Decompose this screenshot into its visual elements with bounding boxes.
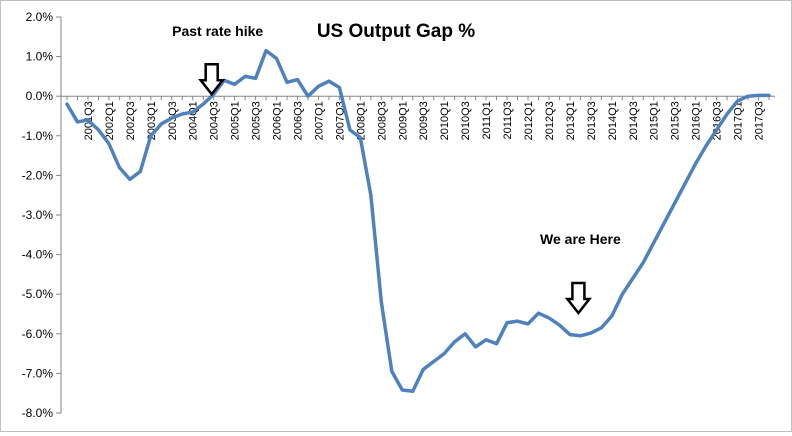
y-tick-label: -7.0% — [22, 366, 54, 380]
y-tick-label: 2.0% — [26, 10, 54, 24]
y-tick-label: 1.0% — [26, 50, 54, 64]
annotation-arrow-we-are-here — [564, 281, 592, 315]
x-tick-label: 2003Q3 — [167, 101, 179, 140]
y-tick-label: -2.0% — [22, 168, 54, 182]
x-tick-label: 2010Q3 — [460, 101, 472, 140]
y-axis: 2.0% 1.0% 0.0% -1.0% -2.0% -3.0% -4.0% -5.0% -6.… — [22, 10, 62, 420]
x-tick-label: 2011Q3 — [502, 101, 514, 139]
x-axis: 2001Q3 2002Q1 2002Q3 2003Q1 2003Q3 2004Q1 2004… — [61, 95, 775, 140]
x-tick-label: 2005Q1 — [230, 101, 242, 140]
x-tick-label: 2014Q1 — [607, 101, 619, 140]
x-tick-label: 2008Q1 — [355, 101, 367, 140]
y-tick-label: -8.0% — [22, 406, 54, 420]
x-tick-label: 2006Q3 — [293, 101, 305, 140]
x-tick-label: 2017Q1 — [733, 101, 745, 140]
x-tick-label: 2010Q1 — [439, 101, 451, 140]
y-tick-label: -1.0% — [22, 129, 54, 143]
x-tick-label: 2011Q1 — [481, 101, 493, 139]
x-tick-label: 2013Q3 — [586, 101, 598, 140]
y-tick-label: 0.0% — [26, 89, 54, 103]
annotation-label-rate-hike: Past rate hike — [172, 23, 263, 39]
annotation-arrow-rate-hike — [198, 62, 226, 97]
x-tick-label: 2015Q1 — [649, 101, 661, 140]
x-tick-label: 2009Q1 — [397, 101, 409, 140]
annotation-label-we-are-here: We are Here — [540, 231, 621, 247]
x-tick-label: 2007Q3 — [334, 101, 346, 140]
x-tick-label: 2002Q3 — [125, 101, 137, 140]
x-tick-label: 2012Q1 — [523, 101, 535, 140]
x-tick-label: 2004Q3 — [209, 101, 221, 140]
x-tick-label: 2005Q3 — [251, 101, 263, 140]
y-tick-label: -3.0% — [22, 208, 54, 222]
x-tick-label: 2006Q1 — [272, 101, 284, 140]
chart-title: US Output Gap % — [317, 21, 475, 42]
y-tick-label: -6.0% — [22, 327, 54, 341]
series-layer — [65, 48, 771, 393]
x-tick-label: 2014Q3 — [628, 101, 640, 140]
y-tick-label: -5.0% — [22, 287, 54, 301]
y-tick-label: -4.0% — [22, 248, 54, 262]
x-tick-label: 2008Q3 — [376, 101, 388, 140]
x-tick-label: 2017Q3 — [754, 101, 766, 140]
x-tick-label: 2009Q3 — [418, 101, 430, 140]
x-tick-label: 2012Q3 — [544, 101, 556, 140]
x-tick-label: 2016Q1 — [691, 101, 703, 140]
x-tick-label: 2002Q1 — [104, 101, 116, 140]
x-tick-label: 2013Q1 — [565, 101, 577, 140]
x-tick-label: 2007Q1 — [313, 101, 325, 140]
series-line — [65, 48, 771, 393]
annotations-layer: Past rate hike We are Here — [172, 23, 621, 315]
x-tick-label: 2015Q3 — [670, 101, 682, 140]
